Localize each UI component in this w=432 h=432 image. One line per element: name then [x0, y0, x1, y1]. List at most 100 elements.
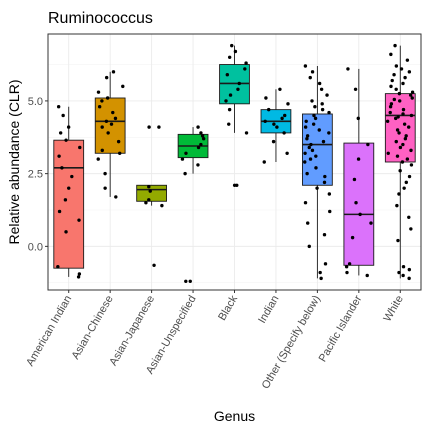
- data-point: [405, 58, 410, 62]
- data-point: [407, 215, 411, 219]
- data-point: [319, 87, 324, 91]
- data-point: [232, 183, 237, 187]
- data-point: [400, 160, 405, 164]
- data-point: [409, 163, 414, 167]
- data-point: [57, 209, 62, 214]
- data-point: [397, 91, 402, 96]
- data-point: [395, 203, 399, 208]
- data-point: [320, 102, 324, 106]
- data-point: [78, 145, 82, 150]
- data-point: [224, 99, 228, 103]
- data-point: [227, 107, 232, 112]
- data-point: [398, 169, 402, 173]
- data-point: [402, 186, 406, 190]
- data-point: [105, 96, 110, 100]
- data-point: [66, 125, 71, 129]
- data-point: [321, 139, 326, 144]
- y-tick-label: 5.0: [28, 96, 43, 108]
- data-point: [114, 195, 118, 199]
- data-point: [322, 180, 327, 185]
- data-point: [121, 84, 125, 89]
- data-point: [388, 105, 393, 109]
- data-point: [184, 151, 188, 155]
- data-point: [283, 113, 287, 118]
- data-point: [196, 145, 201, 150]
- data-point: [70, 174, 74, 179]
- data-point: [396, 115, 400, 119]
- data-point: [317, 128, 321, 132]
- data-point: [303, 160, 307, 164]
- data-point: [401, 81, 405, 86]
- data-point: [147, 198, 151, 202]
- data-point: [410, 96, 414, 100]
- data-point: [196, 125, 200, 129]
- data-point: [305, 134, 310, 138]
- data-point: [356, 157, 361, 161]
- data-point: [352, 177, 357, 182]
- y-axis: 0.0 2.5 5.0: [28, 96, 48, 253]
- data-point: [394, 87, 398, 91]
- data-point: [358, 212, 362, 217]
- data-point: [401, 112, 405, 116]
- box-5: [219, 45, 250, 133]
- data-point: [200, 134, 205, 138]
- box-2: [94, 71, 126, 197]
- data-point: [188, 279, 192, 283]
- data-point: [263, 119, 267, 123]
- data-point: [230, 43, 234, 48]
- data-point: [407, 267, 412, 272]
- data-point: [392, 73, 396, 77]
- data-point: [397, 270, 401, 275]
- data-point: [228, 93, 233, 97]
- data-point: [147, 125, 151, 129]
- box-3: [136, 184, 167, 206]
- data-point: [148, 189, 152, 193]
- data-point: [307, 145, 311, 150]
- y-tick-label: 2.5: [28, 169, 43, 181]
- data-point: [180, 157, 185, 161]
- data-point: [201, 137, 206, 141]
- data-point: [313, 105, 317, 109]
- data-point: [278, 87, 282, 91]
- data-point: [407, 70, 412, 74]
- data-point: [327, 131, 331, 135]
- data-point: [113, 116, 118, 121]
- data-point: [389, 84, 393, 89]
- box-6: [260, 89, 292, 162]
- data-point: [64, 138, 68, 142]
- data-point: [100, 99, 104, 103]
- data-point: [327, 192, 332, 196]
- data-point: [393, 43, 397, 48]
- data-point: [280, 116, 284, 121]
- data-point: [401, 142, 405, 147]
- box-body: [343, 142, 375, 266]
- data-point: [243, 67, 247, 71]
- data-point: [264, 96, 268, 100]
- data-point: [394, 64, 399, 68]
- data-point: [317, 81, 322, 86]
- data-point: [227, 122, 231, 126]
- data-point: [409, 227, 413, 231]
- data-point: [389, 52, 393, 57]
- data-point: [271, 139, 276, 144]
- data-point: [356, 116, 360, 121]
- data-point: [116, 139, 121, 144]
- data-point: [347, 262, 352, 266]
- x-axis-title: Genus: [214, 408, 255, 424]
- data-point: [199, 142, 203, 147]
- data-point: [310, 99, 314, 103]
- data-point: [100, 125, 104, 129]
- data-point: [97, 105, 102, 109]
- data-point: [304, 119, 308, 123]
- data-point: [103, 186, 107, 190]
- data-point: [225, 73, 230, 77]
- data-point: [393, 116, 398, 121]
- data-point: [244, 131, 249, 135]
- data-point: [285, 151, 289, 155]
- data-point: [389, 102, 394, 106]
- data-point: [272, 122, 276, 126]
- data-point: [407, 276, 411, 281]
- data-point: [109, 122, 114, 126]
- data-point: [403, 75, 407, 80]
